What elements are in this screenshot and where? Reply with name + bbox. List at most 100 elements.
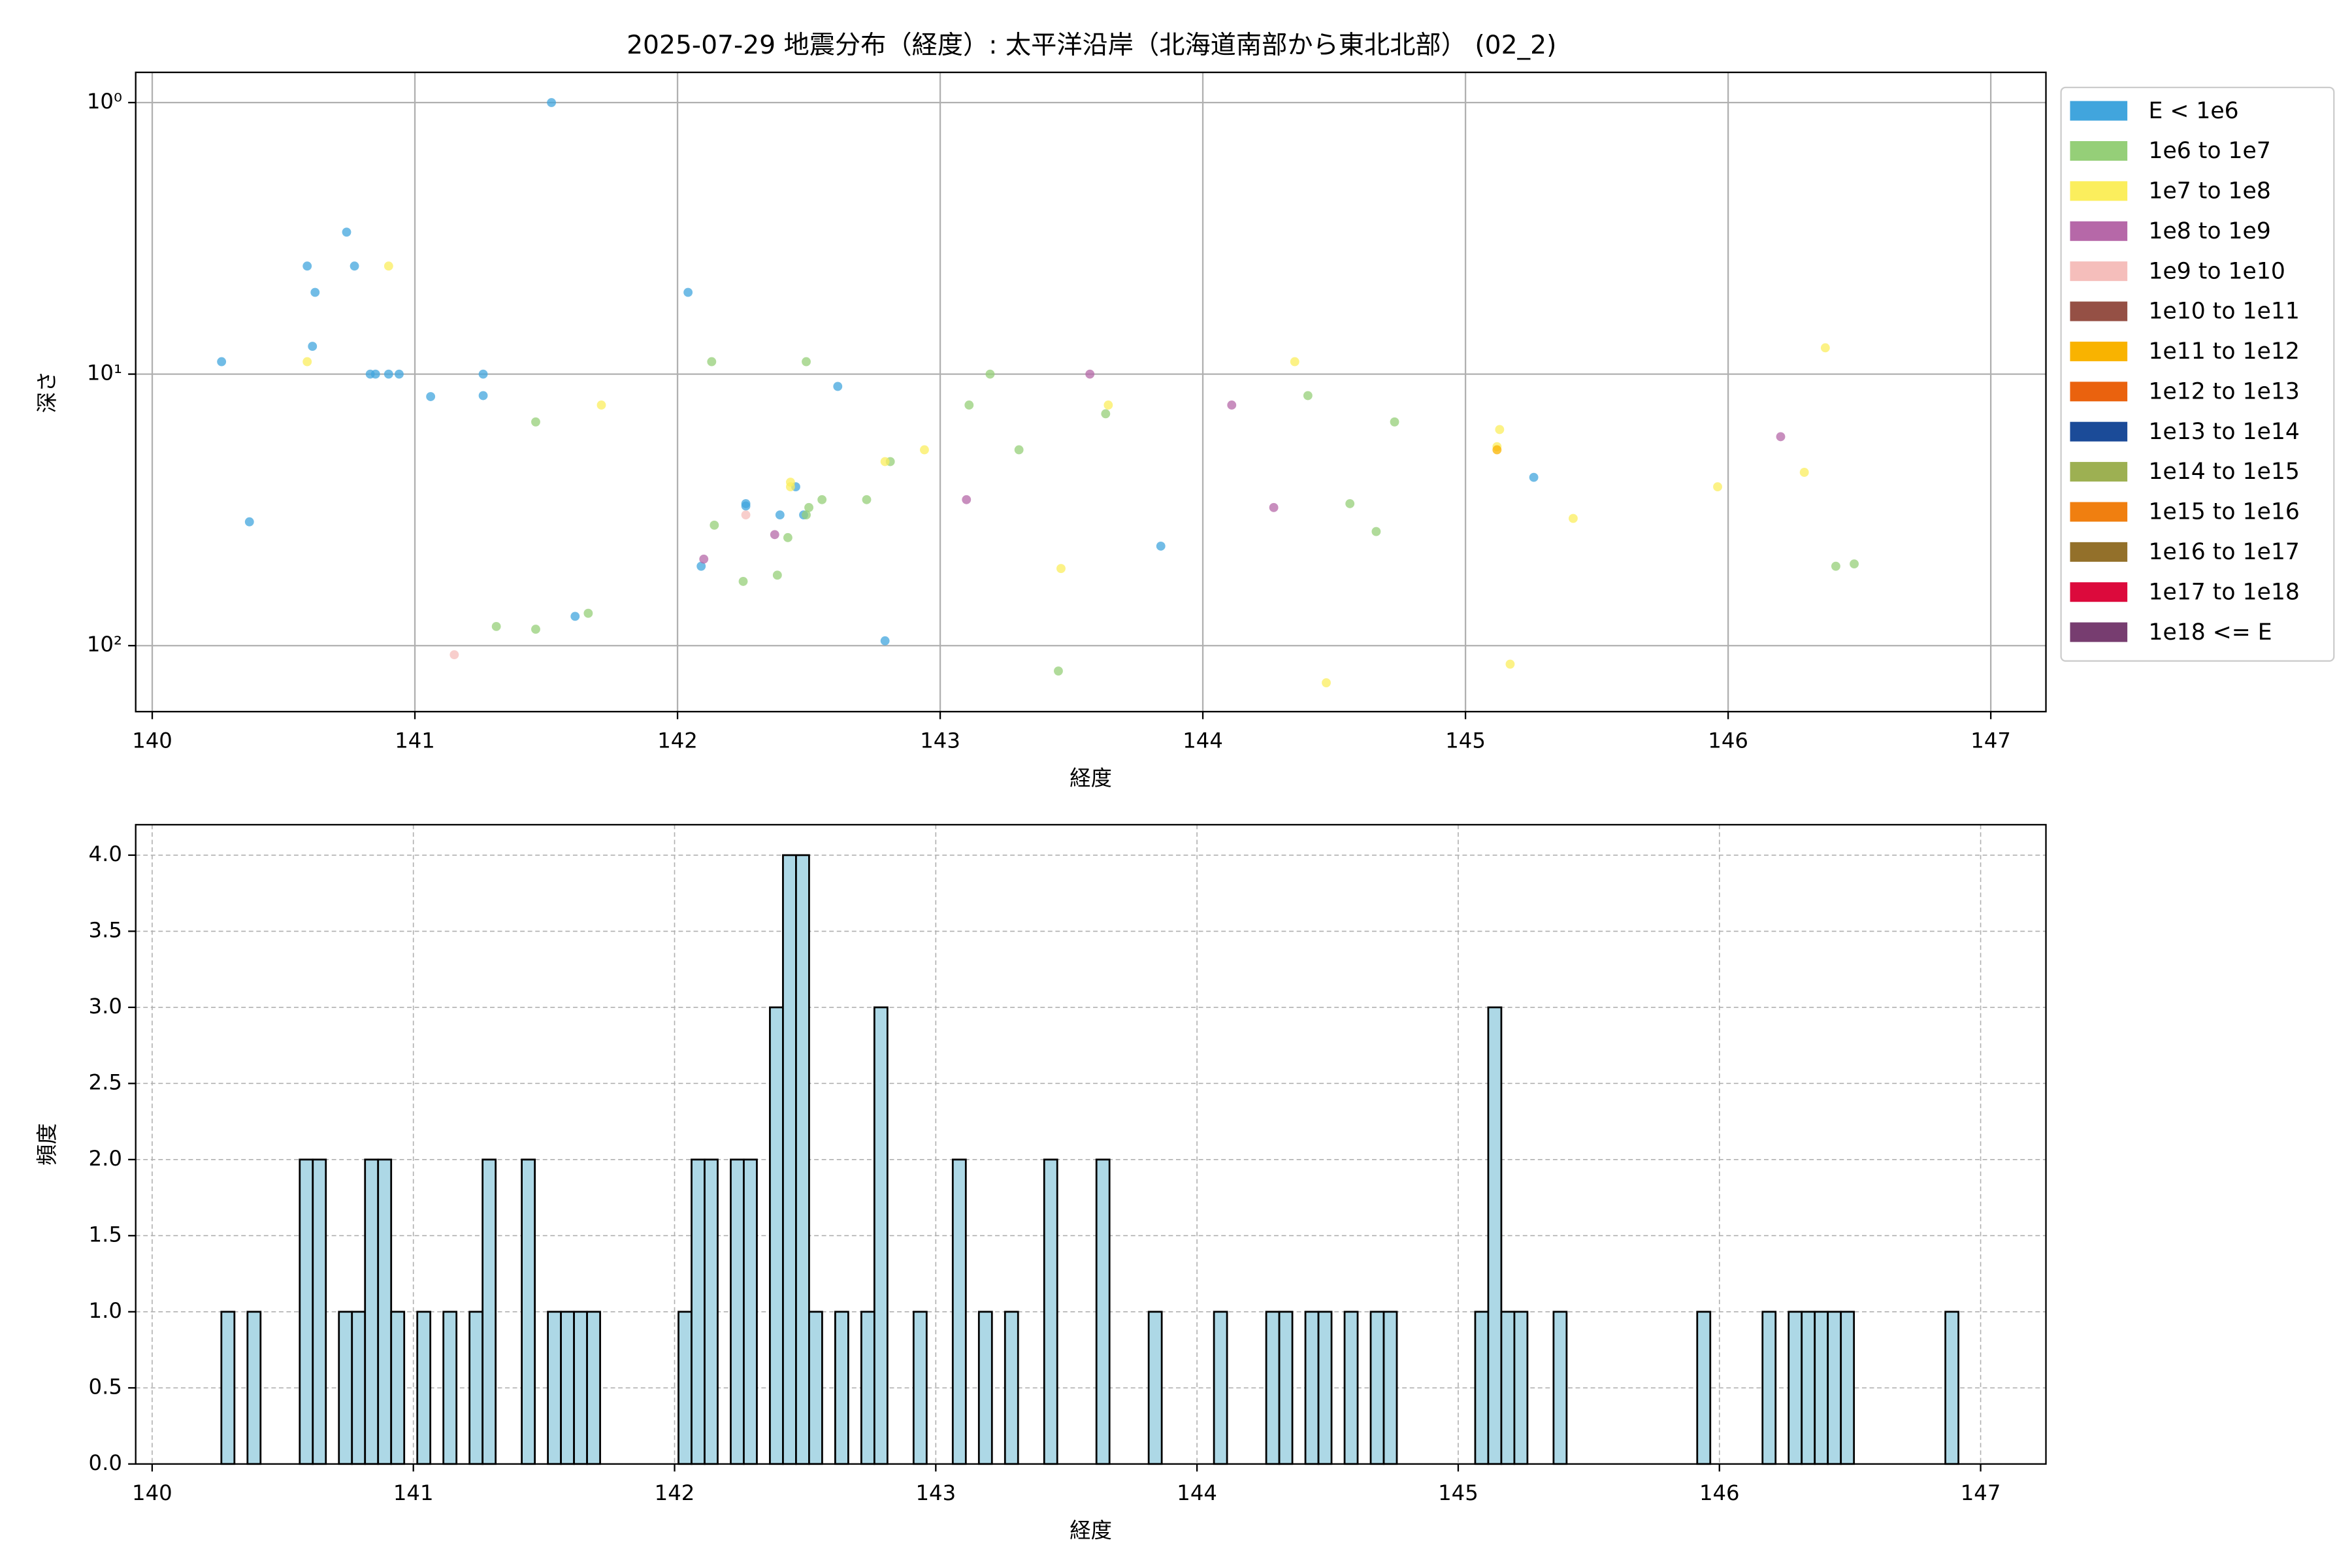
- bar: [1043, 1158, 1058, 1465]
- point: [683, 287, 693, 297]
- bar: [1343, 1311, 1359, 1465]
- plot-frame: [135, 824, 2047, 1465]
- point: [384, 369, 393, 379]
- legend-swatch: [2070, 101, 2128, 121]
- bar: [573, 1311, 588, 1465]
- point: [880, 457, 890, 466]
- point: [1831, 561, 1840, 571]
- bar: [951, 1158, 967, 1465]
- point: [217, 357, 227, 367]
- legend-swatch: [2070, 502, 2128, 522]
- bar: [691, 1158, 706, 1465]
- bar: [377, 1158, 393, 1465]
- point: [1529, 472, 1539, 482]
- point: [308, 342, 318, 351]
- point: [394, 369, 404, 379]
- bar: [1801, 1311, 1816, 1465]
- bar: [312, 1158, 327, 1465]
- point: [478, 369, 488, 379]
- bar: [1004, 1311, 1019, 1465]
- x-tick-label: 146: [1708, 728, 1748, 753]
- point: [547, 98, 557, 107]
- y-tick-label: 2.5: [89, 1070, 122, 1094]
- bar: [560, 1311, 575, 1465]
- y-tick-label: 10¹: [87, 361, 122, 385]
- point: [738, 576, 748, 586]
- legend-label: 1e8 to 1e9: [2148, 218, 2270, 244]
- y-tick-label: 0.5: [89, 1374, 122, 1399]
- legend-label: 1e7 to 1e8: [2148, 178, 2270, 204]
- bar: [1761, 1311, 1777, 1465]
- point: [1371, 527, 1381, 536]
- point: [350, 261, 359, 271]
- x-tick-label: 142: [655, 1480, 695, 1505]
- bar: [808, 1311, 823, 1465]
- bar: [769, 1006, 784, 1465]
- point: [1322, 678, 1331, 687]
- point: [531, 417, 540, 427]
- x-tick-label: 143: [915, 1480, 956, 1505]
- x-tick-label: 143: [920, 728, 960, 753]
- legend-label: 1e14 to 1e15: [2148, 459, 2299, 485]
- y-axis-label: 頻度: [35, 1123, 59, 1166]
- legend-swatch: [2070, 462, 2128, 482]
- legend-swatch: [2070, 582, 2128, 602]
- bar: [521, 1158, 536, 1465]
- bar: [1827, 1311, 1842, 1465]
- y-tick-label: 10⁰: [87, 89, 122, 114]
- bar: [1840, 1311, 1855, 1465]
- legend-label: 1e9 to 1e10: [2148, 258, 2285, 284]
- bar: [1369, 1311, 1385, 1465]
- point: [1568, 514, 1578, 523]
- point: [962, 495, 972, 504]
- legend-swatch: [2070, 261, 2128, 282]
- x-tick-label: 142: [657, 728, 698, 753]
- bar: [912, 1311, 928, 1465]
- point: [1713, 482, 1722, 492]
- x-axis-label: 経度: [1070, 1518, 1112, 1543]
- point: [707, 357, 717, 367]
- bar: [678, 1311, 693, 1465]
- bar: [1696, 1311, 1712, 1465]
- point: [1850, 559, 1859, 569]
- y-tick-label: 2.0: [89, 1146, 122, 1171]
- plot-frame: [135, 71, 2047, 713]
- point: [310, 287, 320, 297]
- bar: [416, 1311, 432, 1465]
- legend-swatch: [2070, 221, 2128, 241]
- bar: [299, 1158, 314, 1465]
- bar: [1944, 1311, 1959, 1465]
- bar: [860, 1311, 875, 1465]
- point: [804, 502, 813, 512]
- y-tick-label: 3.5: [89, 917, 122, 942]
- bar: [795, 854, 810, 1465]
- y-tick-label: 1.5: [89, 1222, 122, 1247]
- bar: [468, 1311, 484, 1465]
- x-tick-label: 147: [1970, 728, 2011, 753]
- y-tick-label: 1.0: [89, 1298, 122, 1323]
- point: [985, 369, 995, 379]
- legend: E < 1e6 1e6 to 1e7 1e7 to 1e8 1e8 to 1e9 1e9…: [2060, 86, 2335, 662]
- point: [802, 357, 811, 367]
- bar: [730, 1158, 745, 1465]
- bar: [1500, 1311, 1516, 1465]
- bar: [743, 1158, 758, 1465]
- point: [244, 517, 254, 527]
- point: [596, 400, 606, 410]
- chart-title: 2025-07-29 地震分布（経度）: 太平洋沿岸（北海道南部から東北北部） …: [627, 31, 1556, 60]
- x-tick-label: 144: [1183, 728, 1223, 753]
- bar: [364, 1158, 380, 1465]
- point: [531, 625, 540, 634]
- x-tick-label: 141: [395, 728, 435, 753]
- point: [772, 570, 782, 580]
- x-tick-label: 144: [1177, 1480, 1217, 1505]
- point: [583, 608, 593, 618]
- legend-swatch: [2070, 622, 2128, 642]
- point: [785, 482, 795, 492]
- bar: [1317, 1311, 1333, 1465]
- point: [1290, 357, 1299, 367]
- legend-swatch: [2070, 542, 2128, 562]
- x-tick-label: 146: [1699, 1480, 1740, 1505]
- point: [1054, 666, 1063, 676]
